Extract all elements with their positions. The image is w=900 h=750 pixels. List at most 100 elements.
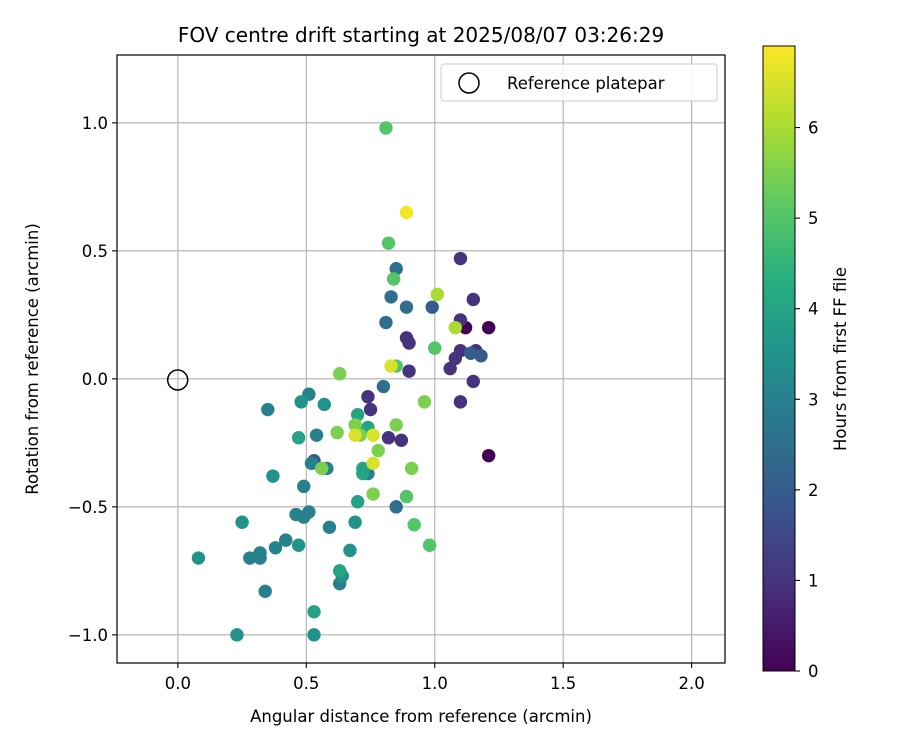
data-point [361,390,375,404]
data-point [422,538,437,552]
data-point [322,520,337,535]
data-point [291,431,306,445]
data-point [350,407,365,422]
data-point [399,331,414,345]
data-point [448,351,462,366]
data-point [386,272,401,286]
data-point [330,425,344,440]
data-point [333,564,347,578]
data-point [307,605,321,619]
data-point [425,300,439,314]
data-point [348,428,362,442]
axis-ticks: 0.0 0.5 1.0 1.5 2.0 −1.0 −0.5 0.0 0.5 1.0 [68,114,705,693]
data-point [474,349,488,363]
data-point [481,320,496,335]
data-point [366,487,380,501]
data-point [389,262,403,276]
data-point [376,379,391,394]
data-point [394,433,409,447]
data-point [453,251,468,266]
data-point [363,402,378,417]
y-tick-label: 0.0 [82,370,108,389]
data-point [297,479,311,494]
data-point [407,518,421,532]
colorbar-tick-label: 2 [808,481,819,500]
data-point [399,300,414,314]
data-point [464,346,478,360]
plot-frame [116,54,726,664]
legend-label: Reference platepar [507,74,665,93]
colorbar-label: Hours from first FF file [831,267,850,451]
legend-box [440,63,718,102]
reference-platepar-marker [166,369,189,391]
data-point [371,443,385,458]
data-point [348,515,362,529]
data-point [297,510,311,524]
colorbar-gradient [762,45,796,672]
data-point [448,320,462,335]
data-point [304,456,319,471]
data-point [333,367,347,381]
data-point [253,551,267,565]
grid-lines [117,55,725,663]
data-point [243,551,257,565]
data-point [258,584,272,599]
legend: Reference platepar [440,63,718,102]
data-point [466,374,480,389]
x-tick-label: 2.0 [678,674,704,693]
colorbar-tick-label: 6 [808,119,819,138]
data-point [261,402,275,417]
data-point [379,121,393,135]
data-point [350,495,365,509]
data-point [453,395,468,409]
x-tick-label: 0.0 [165,674,191,693]
y-tick-label: −0.5 [68,498,108,517]
data-points [191,121,496,642]
colorbar-tick-label: 5 [808,209,819,228]
colorbar-tick-label: 3 [808,390,819,409]
data-point [428,341,442,355]
data-point [315,461,329,476]
data-point [399,205,414,220]
colorbar-tick-label: 0 [808,662,819,681]
data-point [307,628,321,642]
legend-open-circle-icon [458,72,480,94]
colorbar-tick-label: 1 [808,571,819,590]
chart-title: FOV centre drift starting at 2025/08/07 … [178,23,664,47]
y-tick-label: −1.0 [68,626,108,645]
data-point [381,431,396,445]
data-point [309,428,324,442]
data-point [417,395,432,409]
data-point [343,543,357,558]
data-point [291,538,306,552]
data-point [356,461,370,476]
colorbar: 0 1 2 3 4 5 6 Hours from first FF file [762,45,850,681]
data-point [381,236,396,250]
y-tick-label: 1.0 [82,114,108,133]
data-point [466,292,480,307]
data-point [348,418,362,432]
y-axis-label: Rotation from reference (arcmin) [23,223,42,495]
y-tick-label: 0.5 [82,242,108,261]
data-point [430,287,445,302]
data-point [399,489,414,504]
data-point [235,515,249,529]
data-point [389,418,403,432]
data-point [379,315,393,330]
data-point [230,628,244,642]
data-point [384,359,398,373]
x-tick-label: 1.0 [422,674,448,693]
data-point [402,364,416,378]
data-point [404,461,419,476]
data-point [317,397,331,412]
data-point [266,469,280,483]
x-tick-label: 1.5 [550,674,576,693]
data-point [384,290,398,304]
data-point [389,500,403,514]
data-point [366,456,380,471]
data-point [443,361,457,376]
data-point [481,448,496,463]
data-point [294,395,308,409]
x-tick-label: 0.5 [293,674,319,693]
